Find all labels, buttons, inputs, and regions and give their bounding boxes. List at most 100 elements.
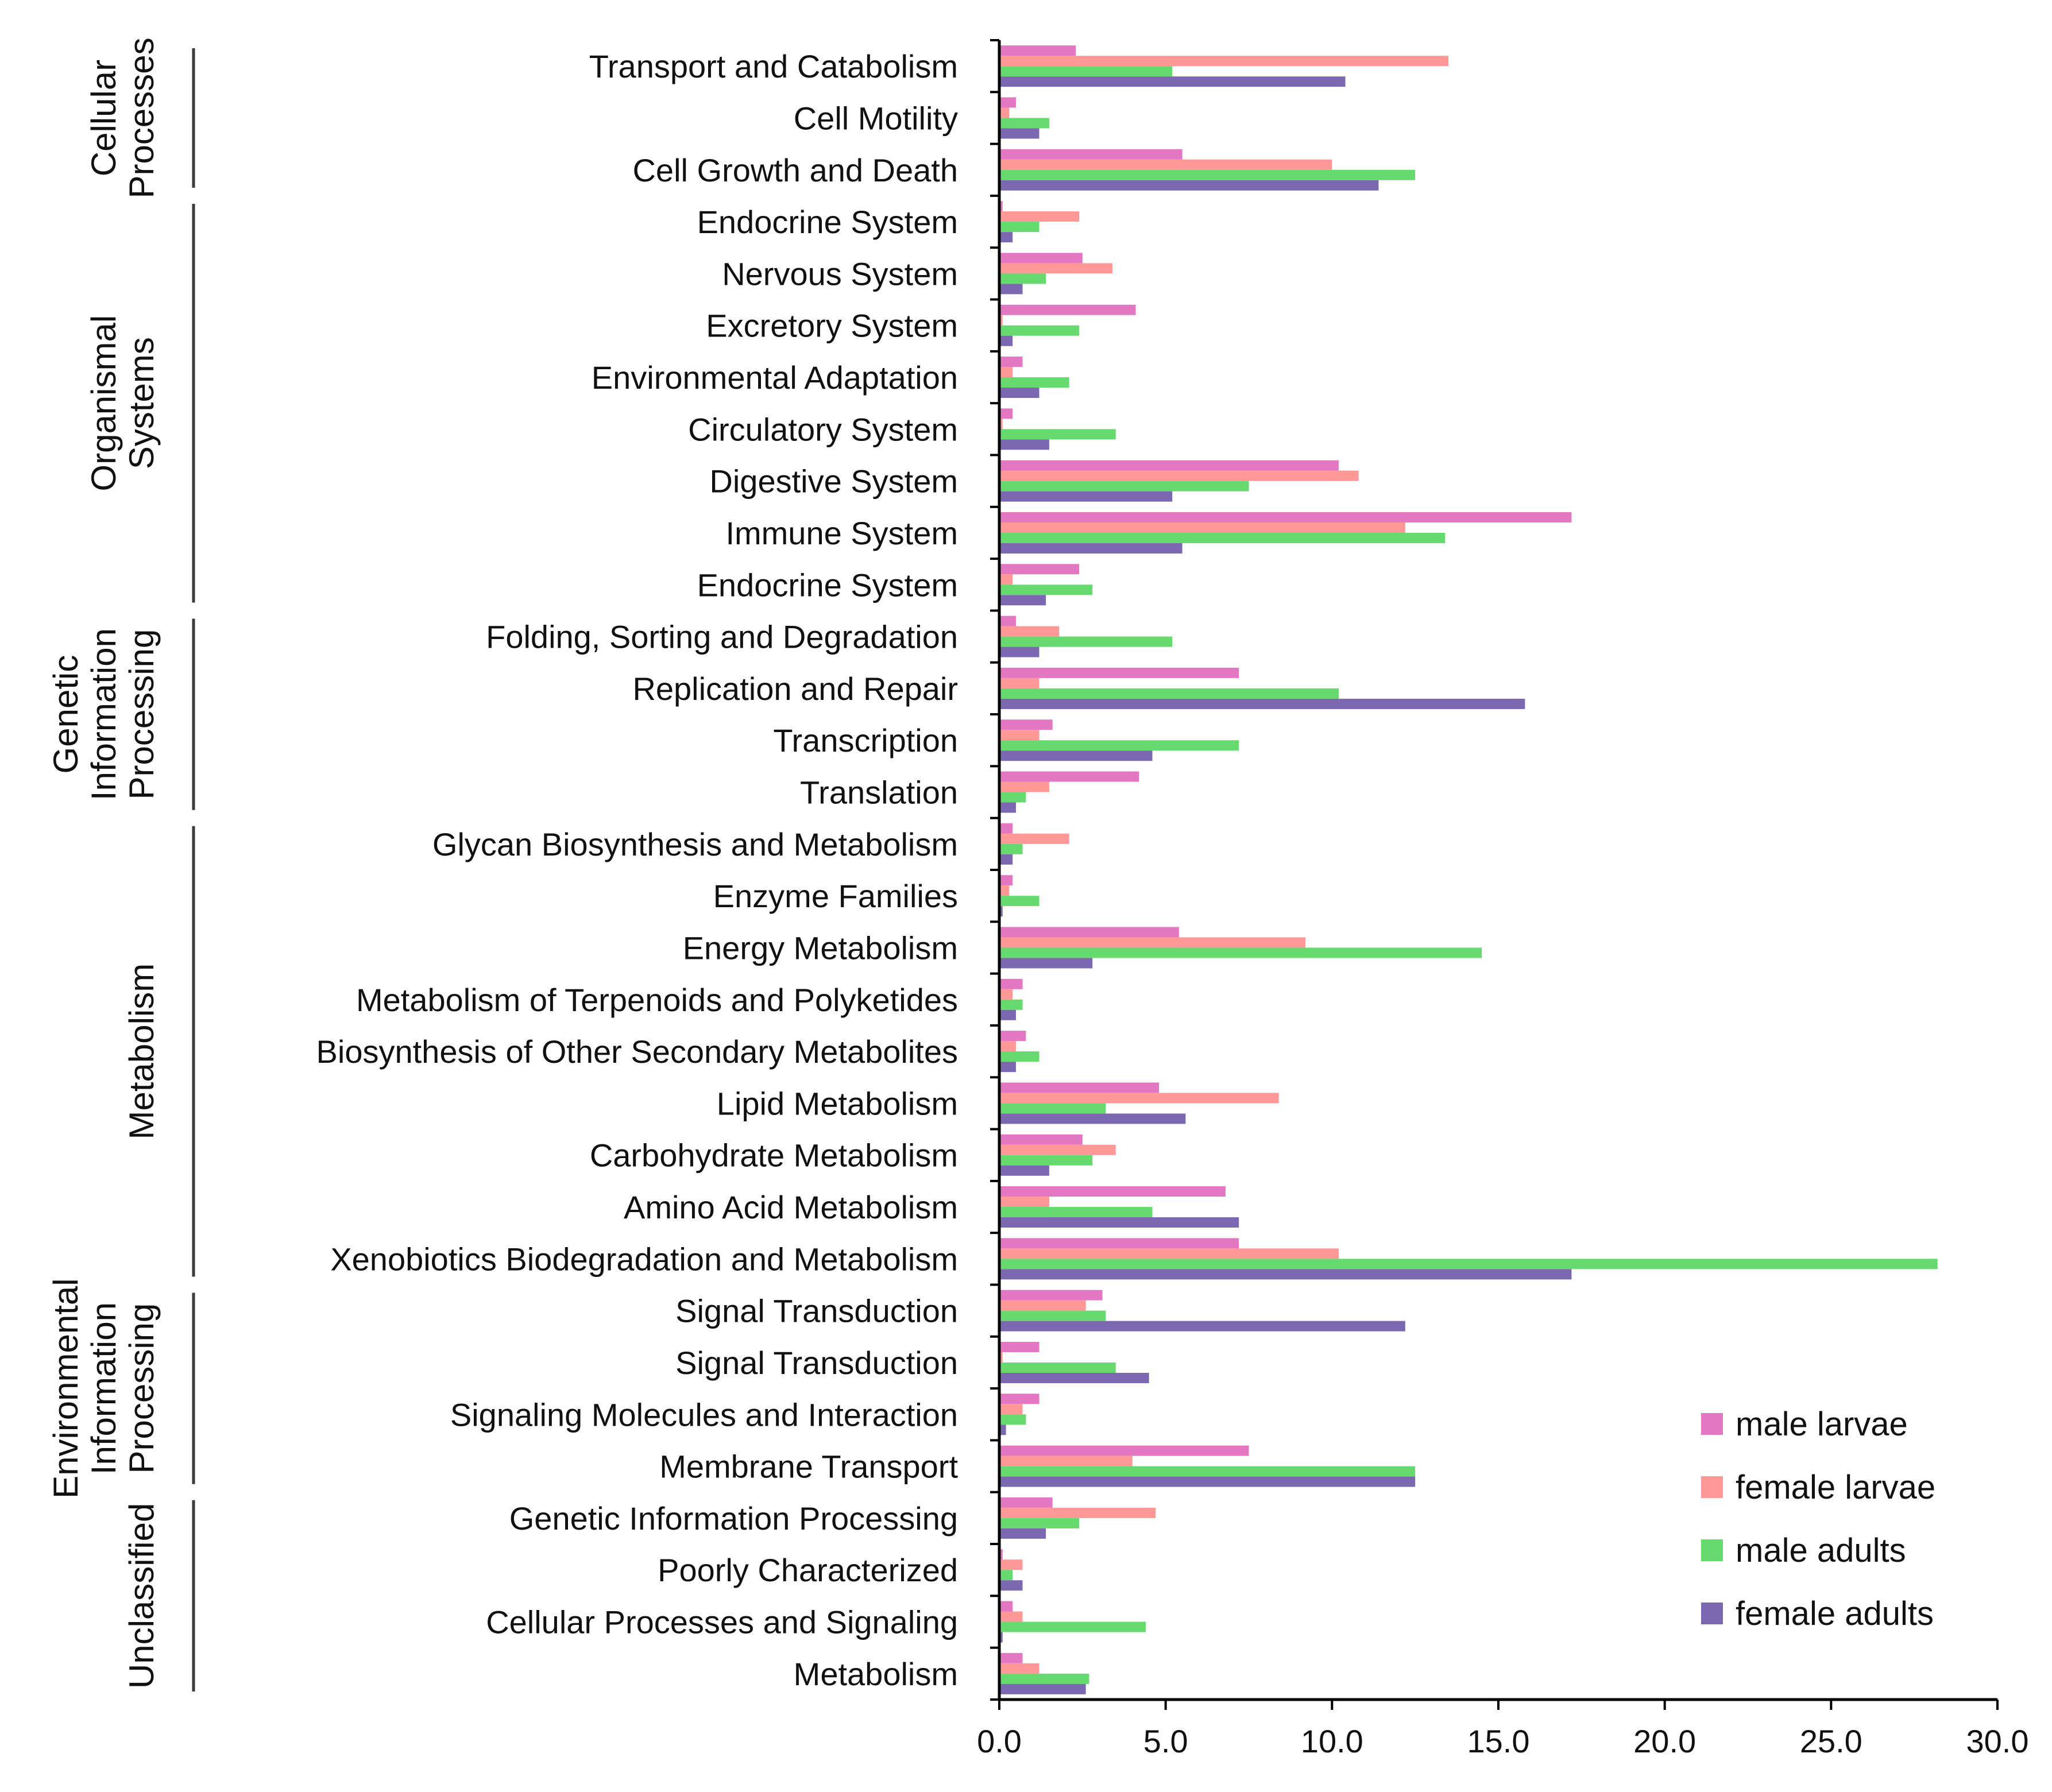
bar-female-adults-27 xyxy=(999,1476,1416,1487)
bar-female-adults-2 xyxy=(999,180,1379,191)
bar-female-adults-17 xyxy=(999,958,1093,969)
bar-male-adults-26 xyxy=(999,1414,1026,1425)
group-label-unclassified: Unclassified xyxy=(122,1503,161,1689)
bar-female-adults-9 xyxy=(999,543,1182,554)
axes: 0.0 5.0 10.0 15.0 20.0 25.0 30.0 xyxy=(977,39,2029,1759)
bar-female-larvae-3 xyxy=(999,211,1080,222)
bar-male-larvae-11 xyxy=(999,616,1016,626)
category-label-signal-transduction: Signal Transduction xyxy=(675,1345,958,1381)
legend-swatch-male-larvae xyxy=(1701,1413,1723,1435)
bar-male-adults-23 xyxy=(999,1259,1938,1270)
bar-male-adults-5 xyxy=(999,325,1080,336)
bar-male-larvae-12 xyxy=(999,667,1239,678)
bar-female-adults-20 xyxy=(999,1113,1186,1124)
category-label-glycan-biosynthesis-and-metabolism: Glycan Biosynthesis and Metabolism xyxy=(432,826,958,862)
category-label-cell-growth-and-death: Cell Growth and Death xyxy=(632,152,958,188)
bar-male-larvae-28 xyxy=(999,1497,1053,1508)
bar-male-larvae-3 xyxy=(999,201,1003,212)
bar-female-adults-21 xyxy=(999,1165,1049,1176)
group-label-processes: Processes xyxy=(122,37,161,198)
bar-female-adults-24 xyxy=(999,1321,1405,1332)
bar-female-larvae-30 xyxy=(999,1611,1023,1622)
bar-female-adults-13 xyxy=(999,750,1153,761)
group-label-organismal: Organismal xyxy=(84,315,123,491)
bar-female-adults-11 xyxy=(999,647,1039,657)
category-label-translation: Translation xyxy=(800,775,958,811)
category-label-genetic-information-processing: Genetic Information Processing xyxy=(509,1500,958,1536)
bar-female-adults-0 xyxy=(999,76,1346,87)
bar-female-larvae-0 xyxy=(999,56,1449,67)
bar-male-adults-19 xyxy=(999,1051,1039,1062)
bar-female-larvae-27 xyxy=(999,1456,1133,1466)
bar-male-adults-12 xyxy=(999,688,1339,699)
bar-male-adults-29 xyxy=(999,1570,1013,1581)
bar-female-adults-14 xyxy=(999,802,1016,813)
category-label-signaling-molecules-and-interaction: Signaling Molecules and Interaction xyxy=(450,1396,958,1433)
bar-male-larvae-17 xyxy=(999,927,1179,938)
bar-male-larvae-26 xyxy=(999,1394,1039,1404)
bar-female-adults-26 xyxy=(999,1425,1006,1435)
bar-female-adults-10 xyxy=(999,595,1046,606)
bar-female-adults-5 xyxy=(999,335,1013,346)
bar-female-larvae-2 xyxy=(999,159,1332,170)
bar-female-adults-29 xyxy=(999,1580,1023,1591)
bar-male-adults-16 xyxy=(999,896,1039,907)
bar-female-larvae-4 xyxy=(999,263,1112,274)
category-groups: Cellular Processes Organismal Systems Geneti… xyxy=(47,37,195,1692)
bar-female-adults-25 xyxy=(999,1372,1149,1383)
category-label-amino-acid-metabolism: Amino Acid Metabolism xyxy=(624,1189,958,1225)
bar-male-larvae-7 xyxy=(999,408,1013,419)
bar-male-larvae-16 xyxy=(999,875,1013,886)
group-label-processing: Processing xyxy=(122,629,161,800)
x-tick-label: 30.0 xyxy=(1966,1723,2029,1759)
bar-male-larvae-30 xyxy=(999,1601,1013,1612)
bar-female-larvae-15 xyxy=(999,833,1069,844)
bar-female-adults-12 xyxy=(999,698,1525,709)
bar-male-larvae-9 xyxy=(999,512,1572,522)
bar-female-larvae-8 xyxy=(999,470,1359,481)
bar-female-larvae-7 xyxy=(999,419,1003,429)
bar-female-adults-4 xyxy=(999,284,1023,295)
bar-female-adults-7 xyxy=(999,439,1049,450)
category-label-poorly-characterized: Poorly Characterized xyxy=(658,1552,958,1588)
bar-male-larvae-4 xyxy=(999,253,1083,264)
category-label-circulatory-system: Circulatory System xyxy=(688,411,958,447)
bar-female-larvae-24 xyxy=(999,1300,1086,1311)
bar-male-larvae-24 xyxy=(999,1290,1103,1301)
bars xyxy=(999,45,1938,1694)
bar-male-larvae-23 xyxy=(999,1238,1239,1249)
bar-male-adults-21 xyxy=(999,1155,1093,1166)
group-label-environmental: Environmental xyxy=(47,1278,85,1499)
bar-male-larvae-21 xyxy=(999,1134,1083,1145)
category-label-immune-system: Immune System xyxy=(725,515,958,551)
legend-swatch-female-adults xyxy=(1701,1603,1723,1624)
bar-male-larvae-10 xyxy=(999,564,1080,575)
bar-male-adults-13 xyxy=(999,740,1239,751)
category-label-cellular-processes-and-signaling: Cellular Processes and Signaling xyxy=(486,1604,958,1640)
bar-male-larvae-8 xyxy=(999,460,1339,471)
bar-male-larvae-2 xyxy=(999,149,1182,160)
category-label-endocrine-system: Endocrine System xyxy=(697,204,958,240)
bar-female-adults-19 xyxy=(999,1062,1016,1073)
bar-male-adults-7 xyxy=(999,429,1116,440)
bar-female-larvae-10 xyxy=(999,574,1013,585)
group-label-genetic: Genetic xyxy=(47,655,85,774)
bar-female-larvae-22 xyxy=(999,1197,1049,1207)
group-label-cellular: Cellular xyxy=(84,60,123,176)
bar-female-larvae-11 xyxy=(999,626,1060,637)
category-label-enzyme-families: Enzyme Families xyxy=(713,878,958,914)
bar-female-adults-15 xyxy=(999,854,1013,865)
x-tick-label: 10.0 xyxy=(1301,1723,1363,1759)
bar-male-larvae-13 xyxy=(999,719,1053,730)
category-label-xenobiotics-biodegradation-and-metabolism: Xenobiotics Biodegradation and Metabolis… xyxy=(330,1241,958,1277)
category-label-lipid-metabolism: Lipid Metabolism xyxy=(717,1085,958,1121)
bar-female-larvae-21 xyxy=(999,1144,1116,1155)
bar-female-adults-8 xyxy=(999,491,1173,502)
group-label-information: Information xyxy=(84,628,123,800)
bar-male-adults-1 xyxy=(999,118,1049,129)
bar-male-larvae-27 xyxy=(999,1445,1249,1456)
category-labels: Transport and Catabolism Cell Motility Cel… xyxy=(316,48,959,1692)
bar-female-larvae-23 xyxy=(999,1248,1339,1259)
bar-female-larvae-12 xyxy=(999,678,1039,688)
